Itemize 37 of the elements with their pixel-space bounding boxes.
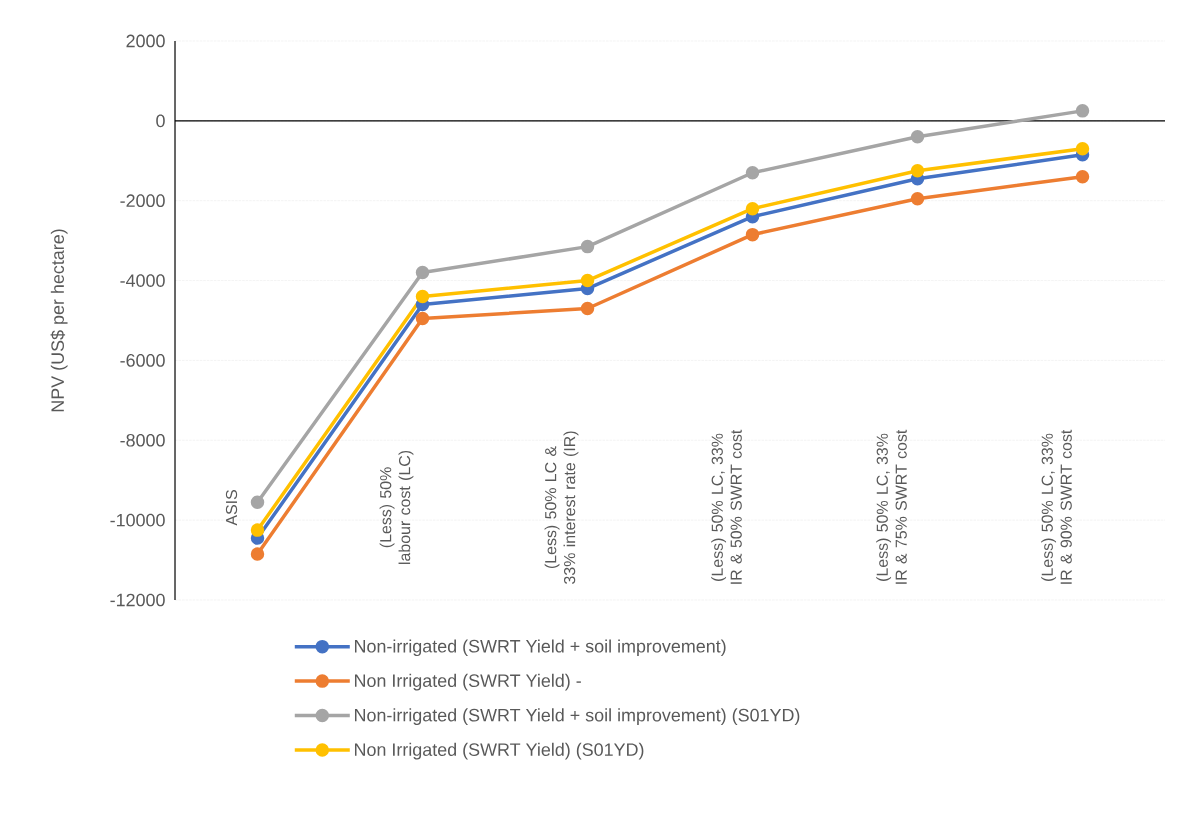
point	[910, 130, 925, 144]
x-tick-label: ASIS	[225, 490, 238, 526]
point	[415, 289, 430, 304]
legend-label: Non Irrigated (SWRT Yield) -	[355, 673, 581, 691]
point	[1075, 142, 1090, 156]
y-tick-label: -10000	[110, 513, 165, 527]
point	[1075, 104, 1090, 118]
point	[250, 523, 265, 537]
point	[415, 265, 430, 280]
point	[580, 301, 595, 316]
point	[250, 547, 265, 561]
point	[745, 165, 760, 180]
legend-label: Non Irrigated (SWRT Yield) (S01YD)	[355, 742, 644, 760]
point	[745, 227, 760, 242]
y-tick-label: -2000	[120, 194, 165, 208]
y-tick-label: -12000	[110, 593, 165, 607]
point	[910, 191, 925, 206]
legend-label: Non-irrigated (SWRT Yield + soil improvement) (S01YD)	[355, 708, 800, 726]
y-tick-label: -4000	[120, 274, 165, 287]
x-tick-label: (Less) 50% LC, 33% IR & 50% SWRT cost	[711, 429, 742, 584]
point	[1075, 169, 1090, 184]
point	[580, 239, 595, 254]
x-tick-label: (Less) 50% LC & 33% interest rate (IR)	[544, 431, 579, 584]
point	[580, 273, 595, 288]
point	[250, 495, 265, 509]
point	[415, 311, 430, 326]
legend-label: Non-irrigated (SWRT Yield + soil improvement)	[355, 639, 726, 657]
x-tick-label: (Less) 50% LC, 33% IR & 90% SWRT cost	[1041, 429, 1072, 584]
y-tick-label: -6000	[120, 354, 165, 367]
x-tick-label: (Less) 50% labour cost (LC)	[379, 450, 414, 564]
point	[910, 164, 925, 178]
point	[745, 201, 760, 216]
y-tick-label: 0	[156, 114, 165, 128]
y-axis-title: NPV (US$ per hectare)	[50, 229, 68, 412]
x-tick-label: (Less) 50% LC, 33% IR & 75% SWRT cost	[876, 429, 907, 584]
y-tick-label: -8000	[120, 433, 165, 447]
y-tick-label: 2000	[126, 34, 165, 48]
